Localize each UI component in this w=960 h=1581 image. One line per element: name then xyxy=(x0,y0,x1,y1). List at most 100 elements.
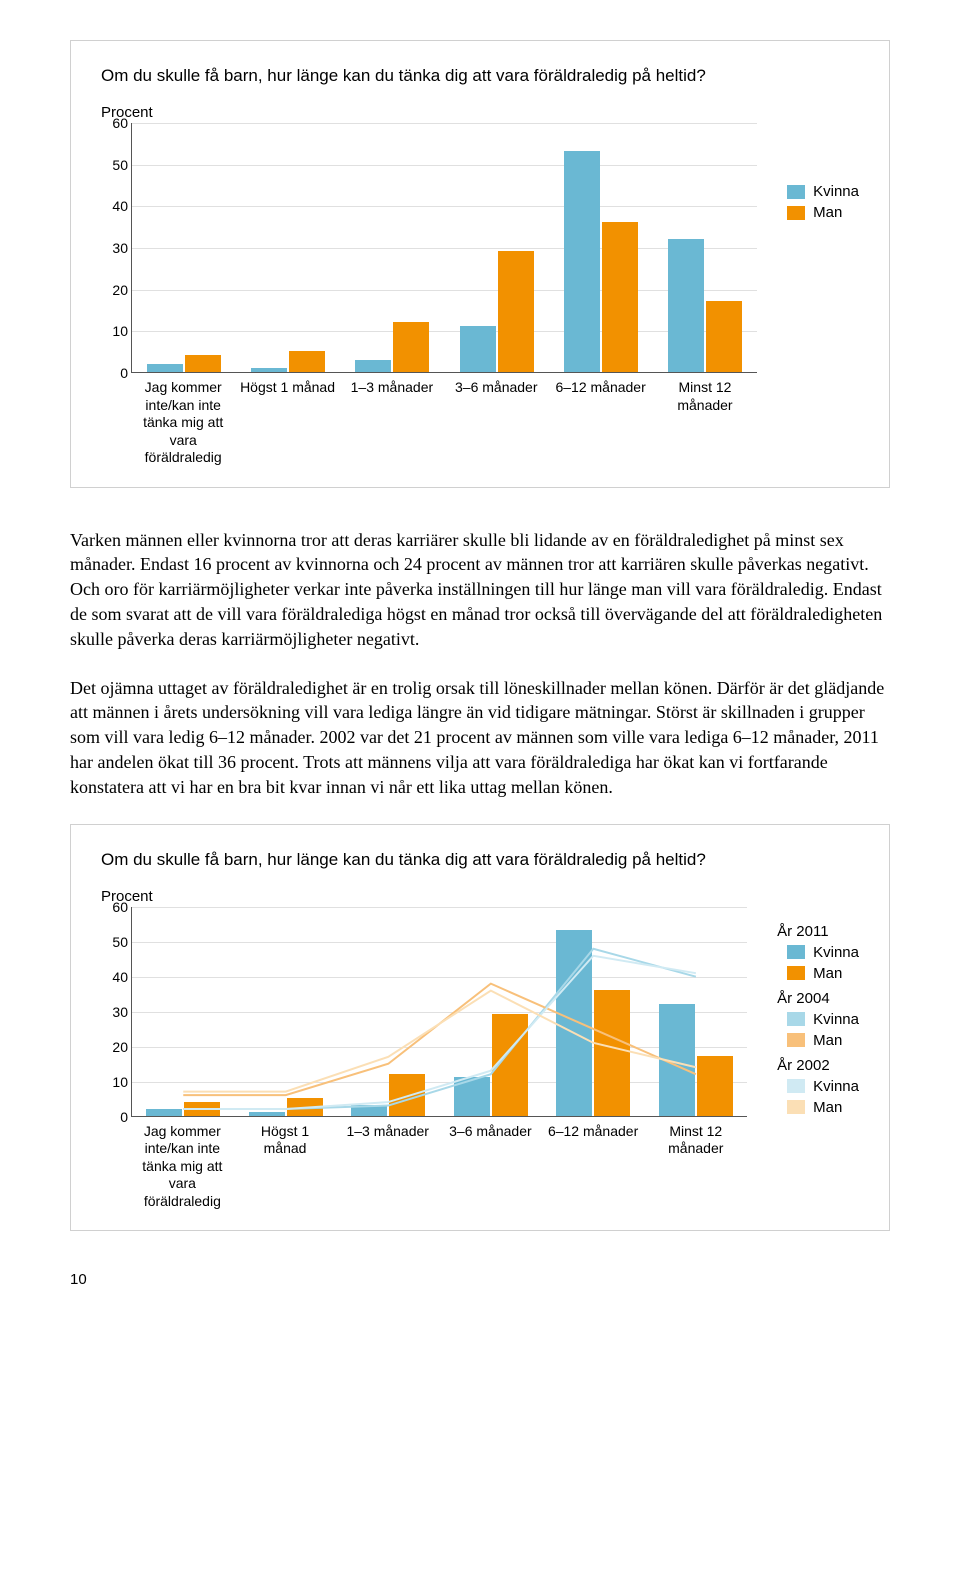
legend-swatch xyxy=(787,1100,805,1114)
legend-swatch xyxy=(787,206,805,220)
bar xyxy=(697,1056,733,1116)
chart-1-xlabels: Jag kommer inte/kan inte tänka mig att v… xyxy=(131,379,757,467)
bar xyxy=(289,351,325,372)
bar xyxy=(668,239,704,372)
xlabel: Minst 12 månader xyxy=(644,1123,747,1211)
legend-item: Kvinna xyxy=(777,1011,859,1028)
bars-layer xyxy=(132,123,757,372)
bar xyxy=(147,364,183,372)
bar-group xyxy=(445,123,549,372)
ytick-label: 40 xyxy=(102,969,128,985)
chart-2-container: Om du skulle få barn, hur länge kan du t… xyxy=(70,824,890,1232)
bar xyxy=(393,322,429,372)
bar-group xyxy=(235,907,338,1116)
bar xyxy=(249,1112,285,1116)
bar xyxy=(351,1105,387,1116)
ytick-label: 10 xyxy=(102,1074,128,1090)
bar xyxy=(659,1004,695,1116)
chart-1-legend: Kvinna Man xyxy=(757,123,859,225)
xlabel: 1–3 månader xyxy=(340,379,444,467)
xlabel: 6–12 månader xyxy=(548,379,652,467)
legend-item: Kvinna xyxy=(777,944,859,961)
chart-1-plot: 0102030405060 xyxy=(131,123,757,373)
legend-label: Man xyxy=(813,204,842,221)
xlabel: 1–3 månader xyxy=(336,1123,439,1211)
ytick-label: 60 xyxy=(102,115,128,131)
legend-label: Kvinna xyxy=(813,1011,859,1028)
chart-2-title: Om du skulle få barn, hur länge kan du t… xyxy=(101,850,859,870)
xlabel: 6–12 månader xyxy=(542,1123,645,1211)
legend-item: Man xyxy=(777,965,859,982)
chart-1-ylabel: Procent xyxy=(101,104,859,121)
chart-1-container: Om du skulle få barn, hur länge kan du t… xyxy=(70,40,890,488)
page-number: 10 xyxy=(70,1271,890,1288)
bar-group xyxy=(645,907,748,1116)
chart-2-ylabel: Procent xyxy=(101,888,859,905)
bar xyxy=(389,1074,425,1116)
legend-swatch xyxy=(787,1012,805,1026)
bar xyxy=(498,251,534,372)
bar-group xyxy=(132,907,235,1116)
legend-year-label: År 2011 xyxy=(777,923,859,940)
legend-label: Man xyxy=(813,965,842,982)
xlabel: 3–6 månader xyxy=(444,379,548,467)
ytick-label: 60 xyxy=(102,899,128,915)
ytick-label: 0 xyxy=(102,365,128,381)
legend-swatch xyxy=(787,966,805,980)
legend-label: Man xyxy=(813,1032,842,1049)
ytick-label: 20 xyxy=(102,1039,128,1055)
bar xyxy=(251,368,287,372)
legend-label: Kvinna xyxy=(813,1078,859,1095)
ytick-label: 50 xyxy=(102,934,128,950)
bar-group xyxy=(337,907,440,1116)
chart-2-xlabels: Jag kommer inte/kan inte tänka mig att v… xyxy=(131,1123,747,1211)
ytick-label: 30 xyxy=(102,240,128,256)
bar xyxy=(355,360,391,373)
legend-item: Man xyxy=(777,1032,859,1049)
bar xyxy=(492,1014,528,1116)
xlabel: Jag kommer inte/kan inte tänka mig att v… xyxy=(131,379,235,467)
bar xyxy=(602,222,638,372)
bar xyxy=(185,355,221,372)
xlabel: Högst 1 månad xyxy=(235,379,339,467)
chart-2-legend: År 2011 Kvinna Man År 2004 Kvinna Man År 2002 K… xyxy=(747,907,859,1120)
xlabel: 3–6 månader xyxy=(439,1123,542,1211)
paragraph-1: Varken männen eller kvinnorna tror att d… xyxy=(70,528,890,652)
bar xyxy=(146,1109,182,1116)
ytick-label: 10 xyxy=(102,323,128,339)
bar-group xyxy=(236,123,340,372)
ytick-label: 0 xyxy=(102,1109,128,1125)
bar xyxy=(594,990,630,1116)
legend-label: Man xyxy=(813,1099,842,1116)
ytick-label: 40 xyxy=(102,198,128,214)
bar-group xyxy=(542,907,645,1116)
bar xyxy=(706,301,742,372)
legend-year-label: År 2002 xyxy=(777,1057,859,1074)
bar-group xyxy=(653,123,757,372)
bar-group xyxy=(340,123,444,372)
xlabel: Minst 12 månader xyxy=(653,379,757,467)
legend-swatch xyxy=(787,185,805,199)
legend-swatch xyxy=(787,1033,805,1047)
bar-group xyxy=(132,123,236,372)
bar xyxy=(556,930,592,1116)
legend-item: Kvinna xyxy=(787,183,859,200)
bars-layer xyxy=(132,907,747,1116)
legend-label: Kvinna xyxy=(813,944,859,961)
xlabel: Högst 1 månad xyxy=(234,1123,337,1211)
bar xyxy=(287,1098,323,1116)
legend-label: Kvinna xyxy=(813,183,859,200)
legend-swatch xyxy=(787,1079,805,1093)
chart-1-title: Om du skulle få barn, hur länge kan du t… xyxy=(101,66,859,86)
ytick-label: 30 xyxy=(102,1004,128,1020)
bar xyxy=(564,151,600,372)
bar xyxy=(184,1102,220,1116)
ytick-label: 20 xyxy=(102,282,128,298)
bar xyxy=(460,326,496,372)
bar-group xyxy=(440,907,543,1116)
chart-2-plot: 0102030405060 xyxy=(131,907,747,1117)
legend-item: Man xyxy=(787,204,859,221)
ytick-label: 50 xyxy=(102,157,128,173)
legend-year-label: År 2004 xyxy=(777,990,859,1007)
legend-item: Kvinna xyxy=(777,1078,859,1095)
